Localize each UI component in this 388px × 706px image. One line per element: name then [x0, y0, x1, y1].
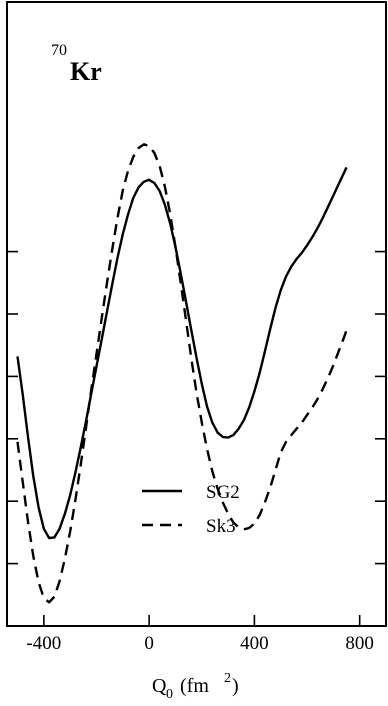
x-axis-label: Q 0 (fm 2 )	[152, 671, 239, 702]
y-axis-ticks	[7, 250, 386, 565]
x-axis-label-units-close: )	[232, 675, 239, 697]
legend-label-sg2: SG2	[206, 482, 240, 503]
x-tick-label: 0	[144, 633, 154, 654]
title-superscript: 70	[51, 42, 67, 59]
legend: SG2 Sk3	[142, 482, 240, 537]
x-axis-ticks: -400 0 400 800	[26, 615, 374, 654]
x-tick-label: -400	[26, 633, 61, 654]
x-axis-label-subscript: 0	[166, 687, 173, 702]
series-layer	[16, 143, 348, 604]
x-axis-label-main: Q	[152, 675, 167, 697]
series-line-sk3	[16, 143, 348, 604]
x-tick-label: 400	[240, 633, 269, 654]
chart-title: 70 Kr	[51, 42, 102, 86]
x-tick-label: 800	[345, 633, 374, 654]
plot-frame	[6, 1, 387, 627]
legend-label-sk3: Sk3	[206, 516, 236, 537]
series-line-sg2	[16, 166, 348, 540]
title-main: Kr	[70, 57, 102, 86]
x-axis-label-units: (fm	[175, 675, 209, 697]
x-axis-label-units-sup: 2	[224, 671, 231, 686]
